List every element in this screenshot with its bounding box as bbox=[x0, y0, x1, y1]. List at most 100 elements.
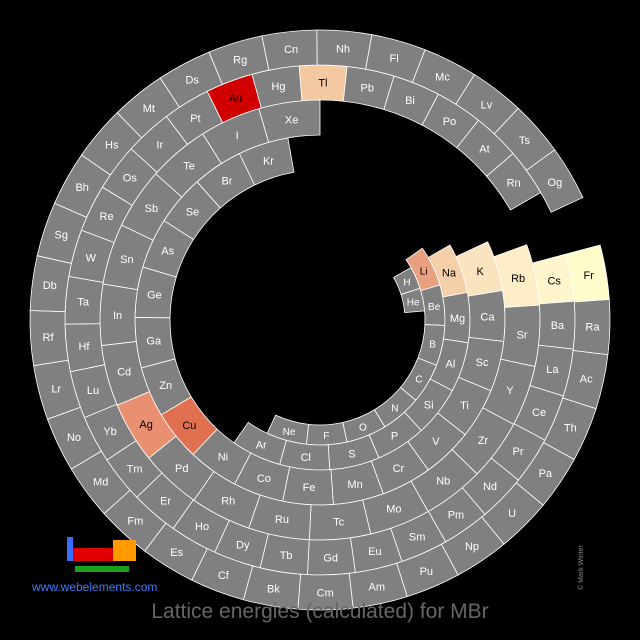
element-label-fe: Fe bbox=[303, 482, 316, 494]
element-label-cn: Cn bbox=[284, 44, 298, 56]
element-label-v: V bbox=[432, 436, 440, 448]
element-label-kr: Kr bbox=[263, 156, 274, 168]
element-label-pm: Pm bbox=[448, 510, 465, 522]
element-label-h: H bbox=[403, 278, 410, 289]
element-label-rg: Rg bbox=[233, 54, 247, 66]
element-label-nh: Nh bbox=[336, 43, 350, 55]
element-label-pt: Pt bbox=[190, 113, 200, 125]
element-label-ba: Ba bbox=[551, 320, 565, 332]
element-label-fl: Fl bbox=[390, 53, 399, 65]
element-label-au: Au bbox=[229, 93, 242, 105]
element-label-li: Li bbox=[420, 266, 428, 277]
element-label-cm: Cm bbox=[317, 587, 334, 599]
element-label-te: Te bbox=[183, 161, 195, 173]
element-label-rn: Rn bbox=[507, 177, 521, 189]
element-label-sb: Sb bbox=[145, 203, 158, 215]
element-label-ni: Ni bbox=[218, 452, 228, 464]
element-label-k: K bbox=[476, 266, 484, 278]
element-label-fr: Fr bbox=[584, 270, 595, 282]
element-label-os: Os bbox=[123, 173, 138, 185]
element-label-cd: Cd bbox=[117, 366, 131, 378]
element-label-th: Th bbox=[564, 423, 577, 435]
element-label-bk: Bk bbox=[267, 583, 280, 595]
element-label-ru: Ru bbox=[275, 514, 289, 526]
element-label-rb: Rb bbox=[511, 273, 525, 285]
logo-p-block bbox=[113, 540, 136, 561]
element-label-al: Al bbox=[446, 358, 456, 370]
element-label-y: Y bbox=[506, 385, 514, 397]
element-label-eu: Eu bbox=[368, 546, 381, 558]
element-label-lv: Lv bbox=[481, 99, 493, 111]
element-label-br: Br bbox=[221, 176, 232, 188]
element-label-rf: Rf bbox=[43, 332, 55, 344]
logo-s-block bbox=[67, 537, 73, 561]
element-label-b: B bbox=[429, 340, 436, 351]
element-label-ag: Ag bbox=[139, 419, 152, 431]
element-label-yb: Yb bbox=[103, 426, 116, 438]
element-label-sg: Sg bbox=[55, 230, 68, 242]
element-label-si: Si bbox=[424, 399, 434, 411]
element-label-c: C bbox=[415, 375, 422, 386]
element-label-mo: Mo bbox=[386, 504, 401, 516]
element-label-mc: Mc bbox=[435, 72, 450, 84]
element-label-zr: Zr bbox=[478, 435, 489, 447]
element-label-ce: Ce bbox=[532, 407, 546, 419]
element-label-ca: Ca bbox=[480, 311, 495, 323]
element-label-p: P bbox=[391, 431, 398, 443]
element-label-tb: Tb bbox=[280, 550, 293, 562]
element-label-re: Re bbox=[100, 211, 114, 223]
chart-title: Lattice energies (calculated) for MBr bbox=[151, 600, 489, 623]
element-label-tm: Tm bbox=[127, 463, 143, 475]
element-label-xe: Xe bbox=[285, 114, 298, 126]
element-label-ta: Ta bbox=[77, 297, 90, 309]
element-label-nb: Nb bbox=[436, 476, 450, 488]
element-label-w: W bbox=[86, 253, 97, 265]
element-label-at: At bbox=[479, 144, 489, 156]
element-label-cs: Cs bbox=[547, 275, 561, 287]
element-label-bi: Bi bbox=[405, 95, 415, 107]
element-label-ne: Ne bbox=[283, 427, 296, 438]
element-label-am: Am bbox=[369, 582, 386, 594]
element-label-pu: Pu bbox=[420, 566, 433, 578]
element-label-ge: Ge bbox=[147, 290, 162, 302]
element-label-ac: Ac bbox=[580, 373, 593, 385]
element-label-md: Md bbox=[93, 477, 108, 489]
element-label-hf: Hf bbox=[78, 341, 90, 353]
element-label-n: N bbox=[391, 403, 398, 414]
element-label-ga: Ga bbox=[146, 336, 162, 348]
element-label-tc: Tc bbox=[333, 517, 345, 529]
element-label-ti: Ti bbox=[460, 400, 469, 412]
element-label-cf: Cf bbox=[218, 570, 230, 582]
element-label-co: Co bbox=[257, 473, 271, 485]
element-label-bh: Bh bbox=[75, 182, 88, 194]
element-label-ar: Ar bbox=[256, 439, 267, 451]
element-cells: H He Li Be B C N O F Ne Na Mg Al Si P S Cl Ar K Ca Sc Ti V Cr Mn… bbox=[29, 29, 611, 611]
element-label-pa: Pa bbox=[539, 468, 553, 480]
element-label-po: Po bbox=[443, 116, 456, 128]
element-label-dy: Dy bbox=[236, 540, 250, 552]
element-label-o: O bbox=[359, 423, 367, 434]
element-label-i: I bbox=[236, 130, 239, 142]
element-label-tl: Tl bbox=[318, 78, 327, 90]
element-label-lu: Lu bbox=[87, 385, 99, 397]
element-label-sc: Sc bbox=[476, 357, 489, 369]
logo-f-block bbox=[75, 566, 129, 572]
element-label-f: F bbox=[323, 431, 329, 442]
element-label-rh: Rh bbox=[221, 496, 235, 508]
element-label-nd: Nd bbox=[483, 481, 497, 493]
element-label-mn: Mn bbox=[347, 479, 362, 491]
element-label-cu: Cu bbox=[182, 420, 196, 432]
element-label-be: Be bbox=[428, 302, 441, 313]
credit-text: © Mark Winter bbox=[578, 545, 585, 590]
element-label-zn: Zn bbox=[159, 380, 172, 392]
element-label-na: Na bbox=[442, 267, 457, 279]
element-label-fm: Fm bbox=[127, 515, 143, 527]
element-label-gd: Gd bbox=[323, 552, 338, 564]
element-label-hg: Hg bbox=[271, 81, 285, 93]
element-label-lr: Lr bbox=[51, 383, 61, 395]
element-label-no: No bbox=[67, 432, 81, 444]
element-label-la: La bbox=[546, 364, 559, 376]
site-link[interactable]: www.webelements.com bbox=[32, 580, 158, 594]
element-label-cl: Cl bbox=[301, 452, 311, 464]
element-label-s: S bbox=[348, 449, 355, 461]
